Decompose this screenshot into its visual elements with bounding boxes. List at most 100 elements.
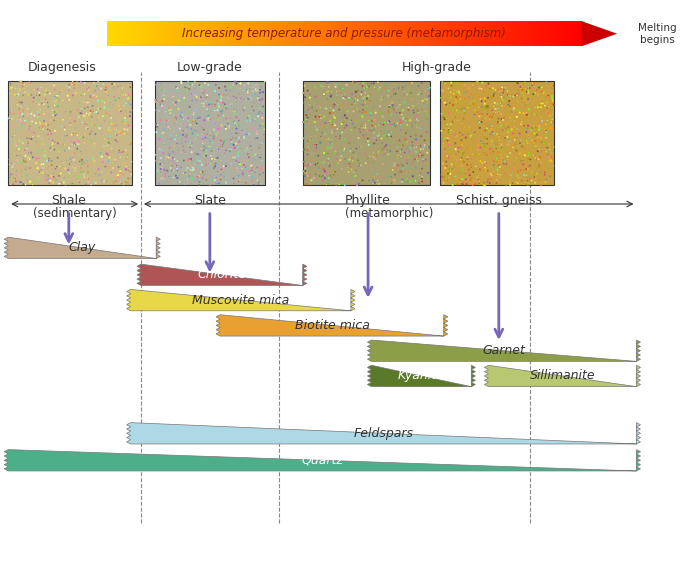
Point — [195, 157, 206, 166]
Bar — [170, 21, 172, 47]
Point — [491, 157, 502, 166]
Point — [456, 161, 467, 170]
Point — [478, 180, 489, 189]
Point — [26, 134, 37, 143]
Point — [178, 119, 189, 128]
Bar — [233, 21, 235, 47]
Point — [202, 130, 213, 139]
Point — [350, 78, 361, 87]
Point — [22, 153, 33, 162]
Point — [54, 88, 65, 97]
Point — [97, 94, 108, 103]
Point — [158, 102, 169, 111]
Point — [14, 129, 25, 138]
Point — [493, 114, 504, 123]
Point — [213, 102, 224, 111]
Point — [10, 170, 21, 179]
Point — [252, 124, 264, 133]
Point — [320, 174, 331, 183]
Point — [219, 152, 230, 161]
Bar — [107, 21, 109, 47]
Point — [312, 81, 323, 90]
Bar — [577, 21, 579, 47]
Point — [239, 84, 250, 93]
Point — [205, 142, 216, 151]
Point — [185, 121, 196, 130]
Point — [440, 144, 451, 153]
Point — [38, 160, 49, 169]
Point — [43, 162, 54, 171]
Bar — [391, 21, 394, 47]
Bar — [129, 21, 131, 47]
Point — [215, 166, 226, 175]
Point — [390, 103, 401, 112]
Bar — [205, 21, 207, 47]
Point — [175, 148, 186, 157]
Point — [496, 153, 507, 162]
Point — [424, 87, 435, 96]
Point — [184, 102, 195, 111]
Point — [440, 134, 451, 143]
Point — [303, 167, 314, 176]
Point — [245, 114, 256, 123]
Point — [118, 117, 129, 126]
Point — [522, 110, 533, 119]
Bar — [271, 21, 274, 47]
Point — [367, 176, 378, 185]
Point — [162, 125, 173, 134]
Point — [497, 101, 508, 110]
Bar — [314, 21, 316, 47]
Point — [152, 120, 163, 129]
Point — [48, 80, 59, 89]
Point — [394, 84, 405, 93]
Point — [164, 81, 175, 90]
Point — [111, 126, 122, 135]
Point — [159, 79, 170, 88]
Point — [41, 120, 52, 129]
Point — [172, 166, 183, 175]
Point — [299, 133, 310, 142]
Point — [376, 89, 387, 98]
Point — [542, 150, 553, 159]
Point — [494, 141, 505, 150]
Point — [12, 117, 23, 126]
Polygon shape — [581, 21, 617, 47]
Bar — [456, 21, 459, 47]
Bar — [572, 21, 574, 47]
Point — [318, 82, 329, 91]
Point — [79, 104, 90, 113]
Point — [422, 175, 433, 184]
Point — [96, 149, 107, 158]
Point — [178, 115, 189, 124]
Point — [480, 120, 491, 129]
Point — [65, 179, 76, 188]
Bar — [360, 21, 362, 47]
Point — [48, 173, 59, 182]
Point — [460, 133, 471, 142]
Point — [354, 107, 365, 116]
Text: Biotite mica: Biotite mica — [294, 319, 369, 332]
Point — [15, 143, 26, 152]
Point — [190, 116, 201, 125]
Point — [119, 90, 130, 99]
Point — [335, 156, 346, 165]
Point — [496, 143, 507, 152]
Point — [89, 121, 100, 130]
Point — [69, 166, 80, 175]
Point — [486, 92, 497, 101]
Point — [452, 180, 463, 189]
Point — [7, 162, 18, 171]
Point — [323, 159, 334, 168]
Point — [6, 170, 17, 179]
Point — [38, 144, 49, 153]
Bar — [556, 21, 559, 47]
Point — [363, 96, 374, 105]
Point — [422, 143, 433, 152]
Point — [492, 140, 503, 149]
Point — [81, 113, 92, 122]
Point — [466, 174, 477, 183]
Point — [178, 142, 189, 151]
Point — [83, 167, 94, 176]
Point — [503, 135, 514, 144]
Point — [389, 158, 400, 167]
